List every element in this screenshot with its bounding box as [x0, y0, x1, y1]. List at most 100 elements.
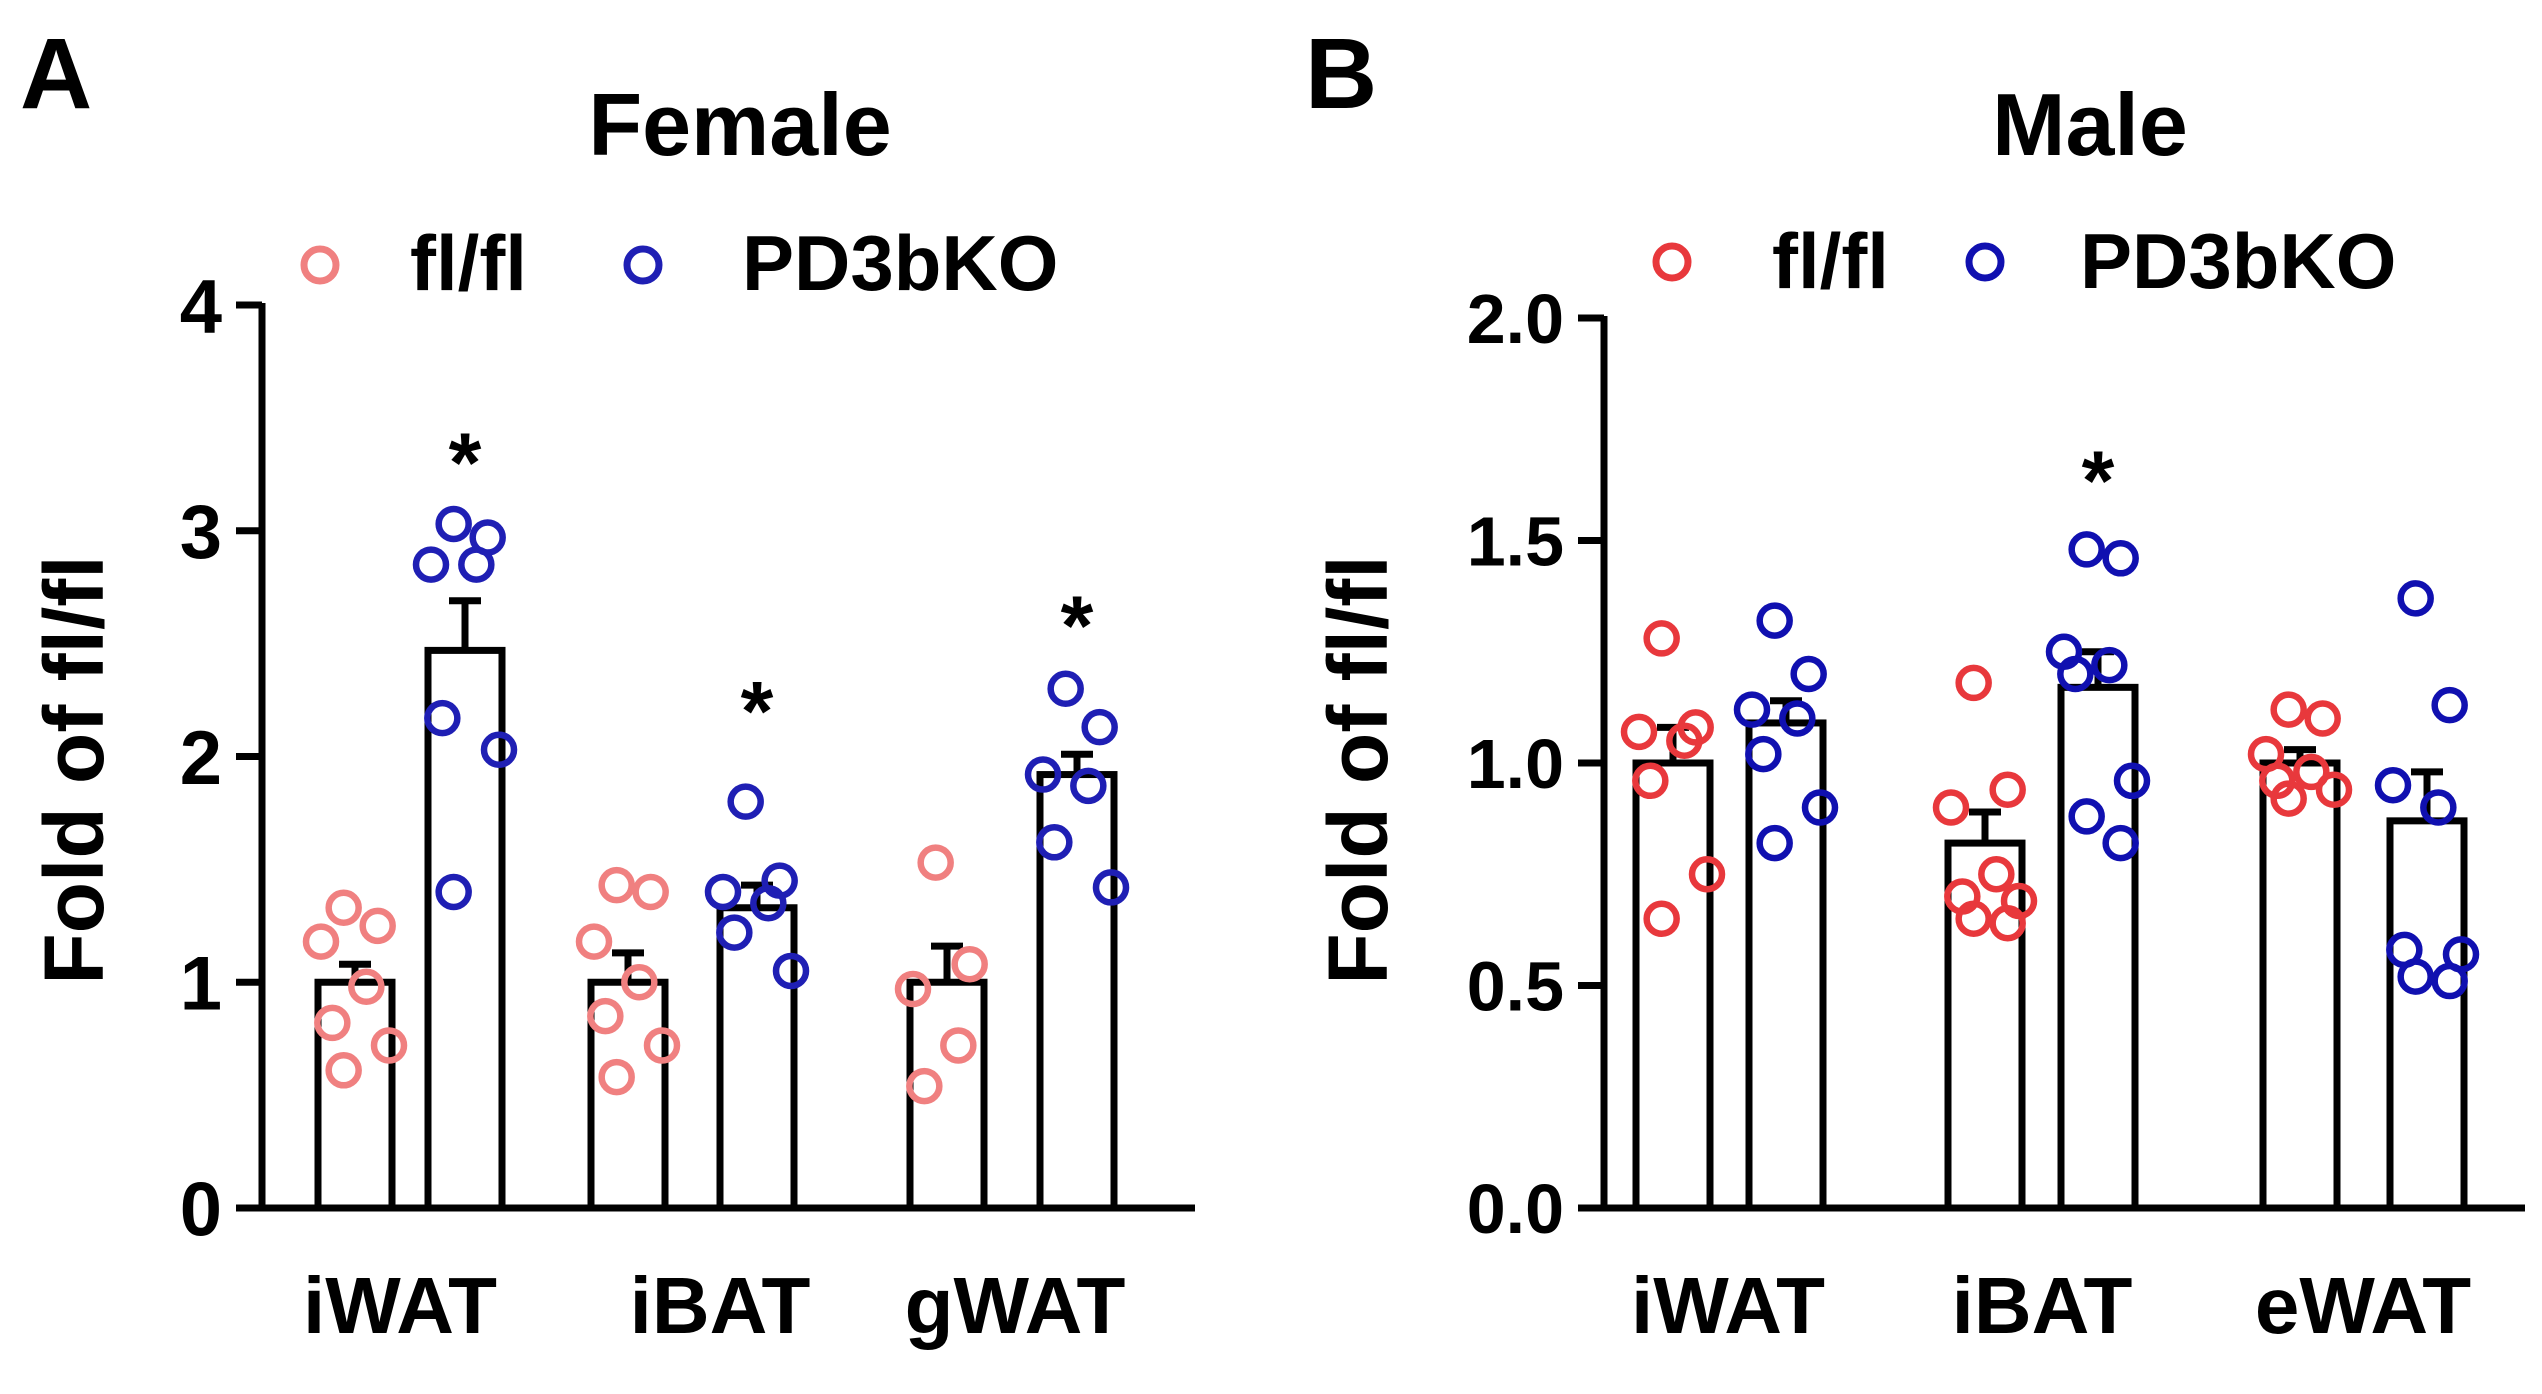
panel-a-data-point	[772, 952, 810, 990]
panel-b-data-point	[1801, 789, 1839, 826]
panel-b-data-point	[2270, 780, 2307, 817]
panel-b-data-point	[2293, 753, 2330, 791]
panel-b-data-point	[1620, 713, 1658, 751]
panel-a-data-point	[424, 699, 461, 737]
panel-a-bar-ibat-1	[716, 904, 798, 1212]
panel-b-bar-iwat-0	[1632, 759, 1714, 1212]
panel-a-data-point	[598, 1058, 635, 1096]
panel-a-data-point	[458, 546, 495, 583]
panel-b-legend-fl-marker	[1652, 242, 1692, 282]
panel-a-data-point	[704, 873, 742, 911]
panel-b-title: Male	[1992, 75, 2188, 174]
panel-a-data-point	[314, 1004, 351, 1042]
panel-b-data-point	[1989, 904, 2026, 942]
panel-a-y-axis-label: Fold of fl/fl	[27, 555, 121, 984]
panel-a-data-point	[727, 783, 764, 820]
panel-a-legend-ko-label: PD3bKO	[742, 219, 1058, 307]
panel-a-data-point	[1036, 824, 1073, 861]
panel-a-data-point	[906, 1067, 943, 1105]
panel-a-bar-gwat-0	[906, 978, 988, 1212]
panel-b-data-point	[2091, 646, 2128, 684]
panel-b: B Male fl/fl PD3bKO Fold of fl/fl 0.0 0.5…	[1305, 18, 2525, 1350]
panel-b-data-point	[1955, 900, 1992, 937]
panel-a-data-point	[325, 1052, 362, 1089]
panel-b-data-point	[1756, 824, 1793, 862]
panel-a-data-point	[1047, 670, 1084, 708]
panel-b-data-point	[1779, 700, 1816, 737]
panel-a-title: Female	[588, 75, 891, 174]
panel-a-legend-fl-label: fl/fl	[410, 219, 527, 307]
panel-a-data-point	[598, 866, 635, 904]
panel-a-data-point	[750, 884, 787, 922]
panel-b-data-point	[2315, 771, 2353, 808]
panel-b-data-point	[1978, 856, 2015, 893]
panel-b-y-tick-label: 0.5	[1467, 948, 1564, 1026]
panel-b-data-point	[2057, 655, 2094, 693]
panel-b-bar-iwat-1	[1745, 719, 1827, 1212]
panel-a-data-point	[1081, 708, 1118, 746]
panel-a-data-point	[643, 1027, 681, 1064]
panel-b-data-point	[2420, 789, 2457, 826]
panel-a-data-point	[940, 1027, 977, 1064]
panel-b-data-point	[2431, 686, 2468, 724]
panel-a-data-point	[587, 997, 624, 1035]
panel-a-bar-iwat-0	[314, 978, 396, 1212]
panel-b-significance-star: *	[2082, 433, 2115, 527]
panel-b-x-tick-label: iWAT	[1631, 1261, 1825, 1350]
panel-b-data-point	[1790, 655, 1827, 693]
panel-a-data-point	[1092, 869, 1130, 906]
panel-b-data-point	[1745, 735, 1782, 773]
panel-a-data-point	[348, 968, 385, 1006]
panel-a-x-tick-label: gWAT	[905, 1261, 1126, 1350]
panel-b-bar-ewat-1	[2386, 817, 2468, 1212]
panel-b-y-axis-label: Fold of fl/fl	[1311, 555, 1405, 984]
panel-a-data-point	[632, 873, 669, 911]
panel-b-x-tick-label: iBAT	[1952, 1261, 2133, 1350]
panel-a-data-point	[917, 844, 954, 881]
panel-a-data-point	[894, 970, 932, 1008]
panel-a-y-tick-label: 4	[180, 264, 222, 349]
panel-b-data-point	[2374, 767, 2412, 804]
panel-a-y-tick-label: 3	[180, 490, 222, 575]
panel-b-bar-ewat-0	[2259, 759, 2341, 1212]
panel-b-data-point	[1756, 602, 1793, 639]
panel-a-y-tick-label: 0	[180, 1167, 222, 1252]
panel-b-legend-ko-marker	[1965, 242, 2005, 282]
panel-a-legend-ko-marker	[623, 245, 663, 285]
panel-b-data-point	[2397, 580, 2434, 617]
panel-b-data-point	[1955, 664, 1992, 702]
panel-b-y-tick-label: 2.0	[1467, 280, 1564, 358]
panel-a-data-point	[575, 923, 613, 960]
panel-b-data-point	[1932, 789, 1970, 826]
panel-b-label: B	[1305, 18, 1377, 130]
panel-a-data-point	[359, 907, 396, 945]
panel-a-significance-star: *	[449, 416, 482, 510]
panel-b-data-point	[1688, 856, 1726, 893]
panel-a-data-point	[302, 923, 340, 960]
panel-a-data-point	[480, 731, 518, 768]
panel-b-x-tick-label: eWAT	[2255, 1261, 2471, 1350]
panel-b-legend-ko-label: PD3bKO	[2080, 217, 2396, 305]
panel-a-bar-ibat-0	[587, 978, 669, 1212]
panel-a-data-point	[1070, 767, 1107, 805]
panel-a-y-tick-label: 2	[180, 716, 222, 801]
panel-a: A Female fl/fl PD3bKO Fold of fl/fl 0 1 2 3…	[20, 18, 1195, 1350]
panel-a-x-tick-label: iWAT	[303, 1261, 497, 1350]
panel-b-bar-ibat-0	[1944, 839, 2026, 1212]
panel-a-data-point	[412, 546, 450, 583]
panel-b-y-tick-label: 1.0	[1467, 725, 1564, 803]
panel-b-data-point	[2068, 798, 2105, 835]
panel-b-data-point	[1733, 691, 1771, 728]
panel-a-data-point	[621, 964, 658, 1001]
panel-a-plot: 0 1 2 3 4 iWAT iBAT gWAT * * *	[180, 264, 1195, 1350]
panel-a-x-tick-label: iBAT	[630, 1261, 811, 1350]
panel-a-y-tick-label: 1	[180, 942, 222, 1027]
panel-b-data-point	[2102, 824, 2139, 862]
panel-a-significance-star: *	[741, 664, 774, 758]
panel-a-data-point	[1024, 756, 1062, 793]
panel-a-data-point	[951, 945, 988, 983]
panel-b-data-point	[2431, 962, 2468, 1000]
panel-b-legend-fl-label: fl/fl	[1772, 217, 1889, 305]
panel-a-data-point	[435, 505, 472, 543]
